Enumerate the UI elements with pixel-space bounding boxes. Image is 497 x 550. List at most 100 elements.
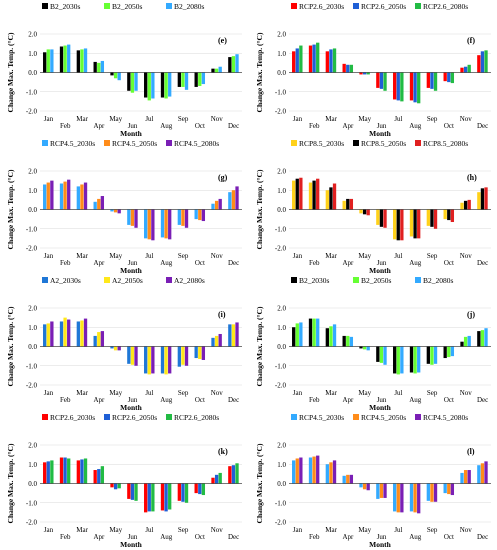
bar [450,483,455,496]
x-tick-label: Nov [460,252,473,260]
bar [93,201,97,210]
x-tick-label: Mar [325,389,337,397]
x-tick-label: Mar [76,252,88,260]
bar [329,49,333,73]
bar [477,465,481,484]
x-tick-label: Aug [160,122,173,130]
bar [147,346,151,375]
bar [43,184,47,210]
legend-entry: RCP8.5_2030s [299,139,344,148]
x-tick-label: May [358,252,371,260]
chart-panel-g: RCP4.5_2030s RCP4.5_2050s RCP4.5_2080s 2.0 1… [6,139,242,275]
y-axis-title: Change Max. Temp. (°C) [255,443,264,523]
legend-entry: RCP2.6_2030s [299,2,344,11]
bar [484,328,488,347]
bar [477,331,481,347]
legend-entry: B2_2050s [112,2,143,11]
legend-swatch [166,3,172,9]
bar [362,483,367,490]
bar [168,72,172,97]
bar [409,346,414,373]
bar [467,64,471,73]
bar [366,483,370,491]
legend-swatch [104,414,110,420]
x-tick-label: Oct [444,259,454,267]
chart-panel-k: RCP2.6_2030s RCP2.6_2050s RCP2.6_2080s 2.0 1… [6,413,242,549]
bar [201,72,206,85]
bar [379,483,384,498]
bar [316,42,320,73]
bar [359,346,363,349]
y-tick-label: -2.0 [275,519,287,527]
legend-swatch [291,414,297,420]
bar [299,177,303,210]
x-tick-label: Oct [444,533,454,541]
bar [413,209,417,239]
legend-entry: RCP4.5_2030s [299,413,344,422]
y-axis-title: Change Max. Temp. (°C) [6,169,15,249]
legend-swatch [42,277,48,283]
bar [218,198,222,210]
bar [417,209,421,239]
legend-entry: A2_2080s [174,276,205,285]
x-tick-label: Sep [427,526,438,534]
bar [460,341,464,347]
y-axis-title: Change Max. Temp. (°C) [6,306,15,386]
y-tick-label: -2.0 [275,245,287,253]
bar [59,46,64,73]
x-axis-title: Month [120,266,142,275]
bar [63,317,67,347]
bar [383,483,387,498]
bar [312,318,316,347]
bar [59,183,64,210]
y-tick-label: -1.0 [275,362,287,370]
y-tick-label: 1.0 [277,461,286,469]
bar [76,321,80,347]
bar [147,72,151,101]
x-tick-label: May [109,389,122,397]
bar [463,470,468,484]
bar [46,323,50,347]
legend-entry: RCP2.6_2050s [361,2,406,11]
bar [463,66,468,73]
bar [393,483,397,512]
bar [46,461,50,484]
bar [181,72,185,87]
bar [43,52,47,73]
y-axis-title: Change Max. Temp. (°C) [255,169,264,249]
bar [443,72,447,82]
bar [127,72,131,91]
legend-entry: RCP4.5_2080s [423,413,468,422]
x-tick-label: Jan [44,115,54,123]
bar [467,199,471,210]
x-tick-label: Jan [44,389,54,397]
bar [214,335,219,347]
legend-swatch [166,277,172,283]
y-tick-label: 2.0 [28,168,37,176]
x-tick-label: Jan [44,252,54,260]
bar [308,318,313,347]
bar [366,209,370,216]
legend-swatch [291,277,297,283]
legend-swatch [166,414,172,420]
bar [100,466,105,484]
bar [93,470,97,484]
bar [396,346,400,375]
bar [100,196,105,210]
x-tick-label: Nov [460,115,473,123]
x-tick-label: Oct [195,533,205,541]
y-tick-label: 0.0 [277,69,286,77]
bar [342,200,346,210]
x-tick-label: Nov [211,389,224,397]
bar [100,60,105,73]
bar [316,178,320,210]
bar [308,45,313,73]
bar [198,346,202,360]
bar [198,72,202,86]
x-tick-label: Jul [145,526,153,534]
bar [400,483,404,513]
bar [346,474,350,484]
bar [164,346,168,375]
bar [164,72,168,99]
